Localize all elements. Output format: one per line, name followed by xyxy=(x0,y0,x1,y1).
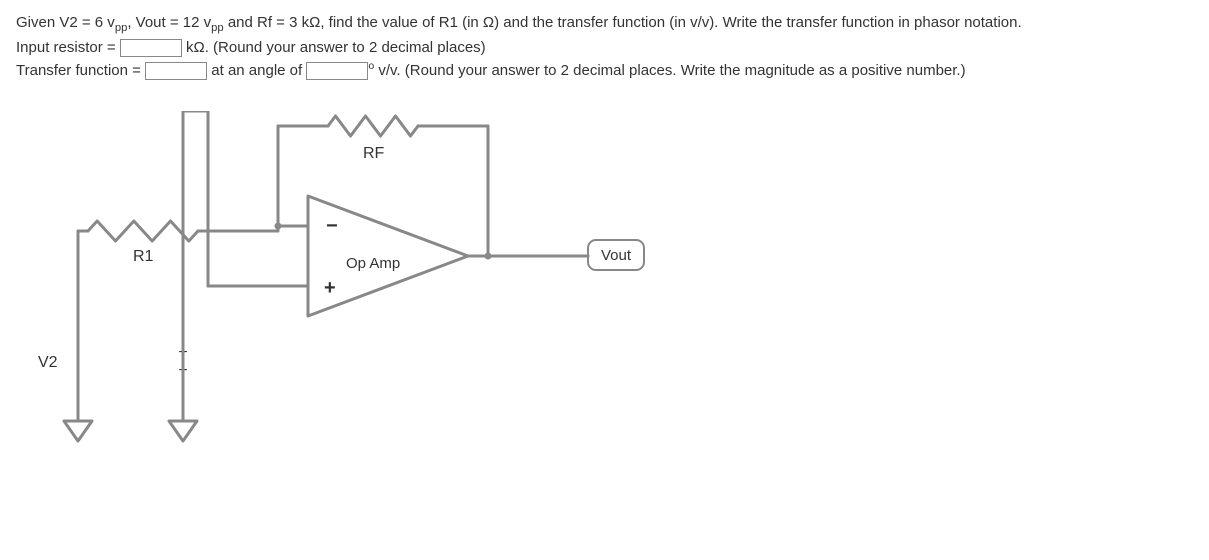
circuit-diagram: R1RF−+Op AmpVout+−V2 xyxy=(38,111,1193,475)
tf-mid: at an angle of xyxy=(207,62,306,79)
svg-text:+: + xyxy=(324,277,336,299)
input-res-label: Input resistor = xyxy=(16,39,120,56)
q1a: Given V2 = 6 v xyxy=(16,14,115,31)
svg-text:R1: R1 xyxy=(133,248,154,265)
svg-text:Op Amp: Op Amp xyxy=(346,255,400,272)
svg-text:V2: V2 xyxy=(38,354,58,371)
svg-text:Vout: Vout xyxy=(601,247,632,264)
q-sub1: pp xyxy=(115,22,128,34)
question-text: Given V2 = 6 vpp, Vout = 12 vpp and Rf =… xyxy=(16,12,1193,83)
tf-tail: v/v. (Round your answer to 2 decimal pla… xyxy=(374,62,965,79)
q1b: , Vout = 12 v xyxy=(127,14,211,31)
transfer-magnitude-field[interactable] xyxy=(145,62,207,80)
transfer-angle-field[interactable] xyxy=(306,62,368,80)
q1c: and Rf = 3 kΩ, find the value of R1 (in … xyxy=(224,14,1022,31)
question-line-1: Given V2 = 6 vpp, Vout = 12 vpp and Rf =… xyxy=(16,12,1193,37)
svg-text:RF: RF xyxy=(363,145,385,162)
question-line-3: Transfer function = at an angle of o v/v… xyxy=(16,59,1193,83)
svg-text:−: − xyxy=(326,215,338,237)
q-sub2: pp xyxy=(211,22,224,34)
question-line-2: Input resistor = kΩ. (Round your answer … xyxy=(16,37,1193,60)
input-resistor-field[interactable] xyxy=(120,39,182,57)
circuit-svg: R1RF−+Op AmpVout+−V2 xyxy=(38,111,678,471)
tf-label: Transfer function = xyxy=(16,62,145,79)
input-res-unit: kΩ. (Round your answer to 2 decimal plac… xyxy=(182,39,486,56)
